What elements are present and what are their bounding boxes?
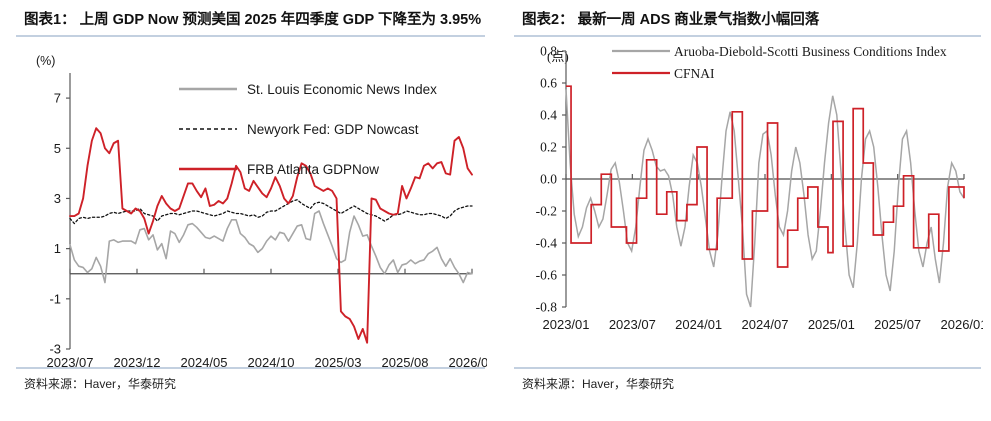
figure-2-y-tick-label: 0.4	[540, 108, 557, 123]
figure-1-x-tick-label: 2025/08	[382, 355, 429, 369]
figure-1-y-tick-label: 1	[54, 241, 61, 256]
figure-1-series-line	[69, 199, 473, 225]
figure-2-y-tick-label: -0.2	[536, 204, 557, 219]
figure-2-top-rule	[514, 35, 981, 37]
figure-1-x-tick-label: 2024/10	[248, 355, 295, 369]
figure-2-legend-label: CFNAI	[674, 66, 715, 81]
figure-2-y-tick-label: 0.6	[540, 76, 557, 91]
figure-2-series-line	[565, 89, 965, 308]
figure-2-plot: (点) 0.8 0.6 0.4 0.2 0.0 -0.2 -0.4 -0.6 -0.8 2023/…	[512, 37, 983, 367]
figure-2-x-tick-label: 2023/01	[543, 317, 590, 332]
figure-1-bottom-rule	[16, 367, 485, 369]
figure-2-y-tick-label: -0.6	[536, 268, 558, 283]
figure-2-series-group	[565, 85, 965, 308]
figure-2-y-tick-label: -0.4	[536, 236, 558, 251]
figure-1-y-tick-label: 3	[54, 191, 61, 206]
figure-2-axis: 0.8 0.6 0.4 0.2 0.0 -0.2 -0.4 -0.6 -0.8 2023/01 20…	[536, 44, 983, 333]
figure-1-x-tick-label: 2023/12	[114, 355, 161, 369]
figure-2-unit-label: (点)	[547, 49, 569, 64]
figure-1-unit-label: (%)	[36, 54, 55, 68]
figure-1-x-tick-label: 2025/03	[315, 355, 362, 369]
figure-1-x-tick-label: 2023/07	[47, 355, 94, 369]
figure-1-legend: St. Louis Economic News Index Newyork Fed…	[179, 82, 437, 177]
figure-1-y-tick-label: -3	[49, 342, 61, 357]
figure-1-top-rule	[16, 35, 485, 37]
figure-1-y-tick-label: 5	[54, 141, 61, 156]
figure-2-legend: Aruoba-Diebold-Scotti Business Condition…	[612, 44, 947, 81]
figure-1-source: 资料来源：Haver，华泰研究	[24, 377, 177, 391]
figure-1-plot: (%) 7 5 3 1 -1 -3 2023/07 2023/12 2024/05 2024/10…	[14, 37, 488, 369]
figure-2-x-tick-label: 2024/01	[675, 317, 722, 332]
figure-1-caption: 图表1： 上周 GDP Now 预测美国 2025 年四季度 GDP 下降至为 …	[24, 12, 482, 28]
figure-2-y-tick-label: 0.8	[540, 44, 557, 59]
figure-1-y-tick-label: -1	[49, 291, 61, 306]
figure-2-x-tick-label: 2023/07	[609, 317, 656, 332]
figure-2-x-tick-label: 2024/07	[742, 317, 789, 332]
figure-2-x-tick-label: 2025/07	[874, 317, 921, 332]
figure-1-x-tick-label: 2024/05	[181, 355, 228, 369]
figure-2-caption: 图表2： 最新一周 ADS 商业景气指数小幅回落	[522, 12, 820, 28]
figure-1-legend-label: St. Louis Economic News Index	[247, 82, 437, 97]
figure-1-series-group	[69, 127, 473, 344]
panel-divider	[495, 0, 496, 421]
figure-2-x-tick-label: 2025/01	[808, 317, 855, 332]
figure-2-bottom-rule	[514, 367, 981, 369]
figure-2-y-tick-label: 0.0	[540, 172, 557, 187]
figure-2-svg: (点) 0.8 0.6 0.4 0.2 0.0 -0.2 -0.4 -0.6 -0.8 2023/…	[536, 44, 983, 333]
figure-1-y-tick-label: 7	[54, 91, 61, 106]
figure-1-series-line	[69, 210, 473, 284]
figure-1-legend-label: FRB Atlanta GDPNow	[247, 162, 379, 177]
figure-1-legend-label: Newyork Fed: GDP Nowcast	[247, 122, 419, 137]
figure-2-source: 资料来源：Haver，华泰研究	[522, 377, 675, 391]
figure-2-series-line	[566, 85, 965, 268]
figure-2-panel: 图表2： 最新一周 ADS 商业景气指数小幅回落 (点) 0.8 0.6 0.4 0.…	[496, 0, 991, 421]
figure-2-x-tick-label: 2026/01	[941, 317, 984, 332]
figure-1-panel: 图表1： 上周 GDP Now 预测美国 2025 年四季度 GDP 下降至为 …	[0, 0, 495, 421]
figure-2-legend-label: Aruoba-Diebold-Scotti Business Condition…	[674, 44, 947, 59]
figure-2-y-tick-label: 0.2	[540, 140, 557, 155]
figure-1-series-line	[69, 127, 473, 344]
figure-1-x-tick-label: 2026/01	[449, 355, 488, 369]
figure-2-y-tick-label: -0.8	[536, 300, 558, 315]
